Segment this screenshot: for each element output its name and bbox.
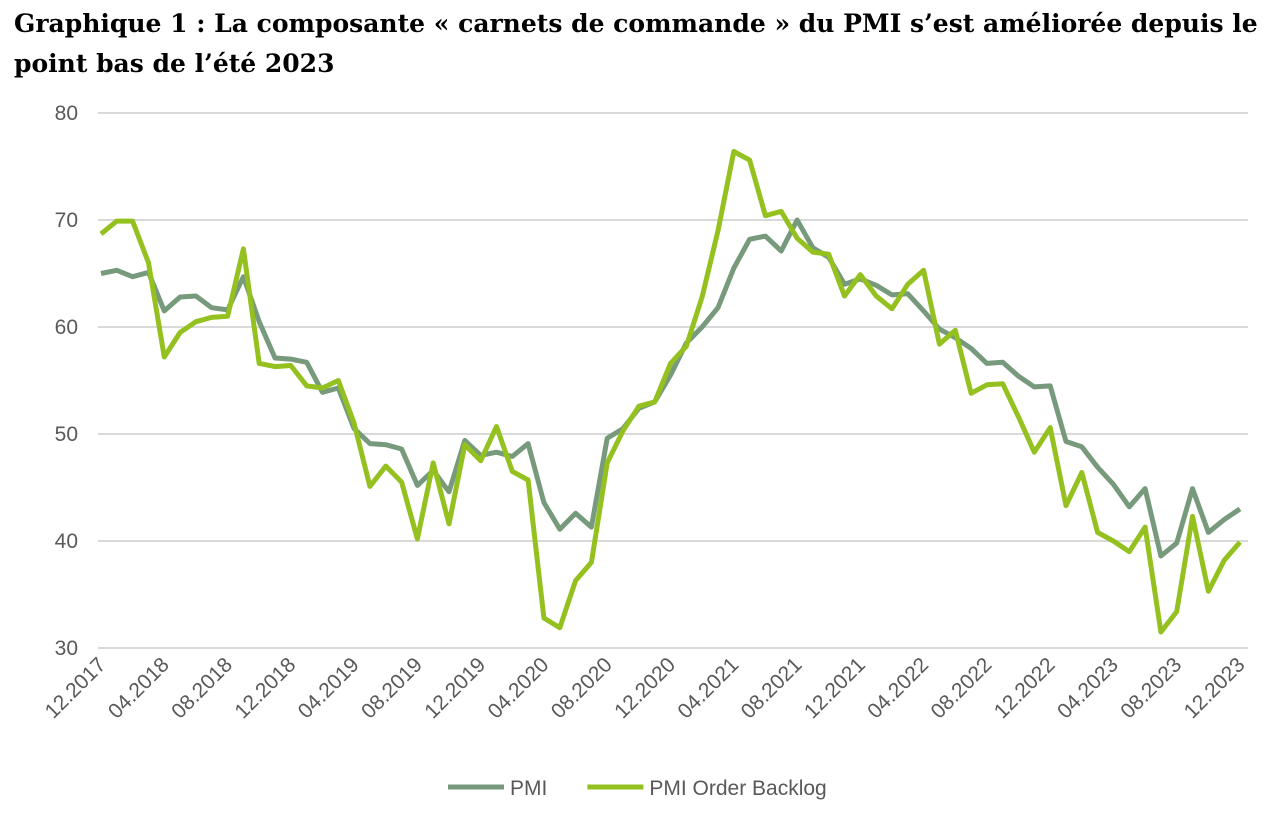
x-tick-label: 04.2018 bbox=[104, 653, 174, 723]
legend-label: PMI Order Backlog bbox=[649, 777, 826, 800]
x-tick-label: 12.2020 bbox=[610, 653, 680, 723]
chart-title: Graphique 1 : La composante « carnets de… bbox=[14, 9, 1258, 78]
y-tick-label: 40 bbox=[55, 530, 78, 553]
series-line bbox=[100, 217, 1242, 559]
x-tick-label: 12.2018 bbox=[230, 653, 300, 723]
x-tick-label: 04.2022 bbox=[863, 653, 933, 723]
y-tick-label: 30 bbox=[55, 637, 78, 660]
x-tick-label: 08.2022 bbox=[926, 653, 996, 723]
x-tick-label: 04.2021 bbox=[673, 653, 743, 723]
title-box: Graphique 1 : La composante « carnets de… bbox=[14, 9, 1258, 78]
x-tick-label: 12.2017 bbox=[41, 653, 111, 723]
x-tick-label: 08.2023 bbox=[1116, 653, 1186, 723]
y-tick-label: 70 bbox=[55, 209, 78, 232]
legend-label: PMI bbox=[510, 777, 547, 800]
x-tick-label: 08.2021 bbox=[737, 653, 807, 723]
x-tick-label: 08.2020 bbox=[547, 653, 617, 723]
x-tick-label: 12.2022 bbox=[990, 653, 1060, 723]
x-tick-label: 12.2021 bbox=[800, 653, 870, 723]
x-tick-label: 04.2023 bbox=[1053, 653, 1123, 723]
series-line bbox=[99, 149, 1242, 635]
x-tick-label: 04.2020 bbox=[484, 653, 554, 723]
y-tick-label: 50 bbox=[55, 423, 78, 446]
x-tick-label: 12.2019 bbox=[420, 653, 490, 723]
x-tick-label: 08.2018 bbox=[167, 653, 237, 723]
y-tick-label: 60 bbox=[55, 316, 78, 339]
x-tick-label: 04.2019 bbox=[294, 653, 364, 723]
x-tick-label: 12.2023 bbox=[1180, 653, 1250, 723]
x-tick-label: 08.2019 bbox=[357, 653, 427, 723]
y-tick-label: 80 bbox=[55, 102, 78, 125]
